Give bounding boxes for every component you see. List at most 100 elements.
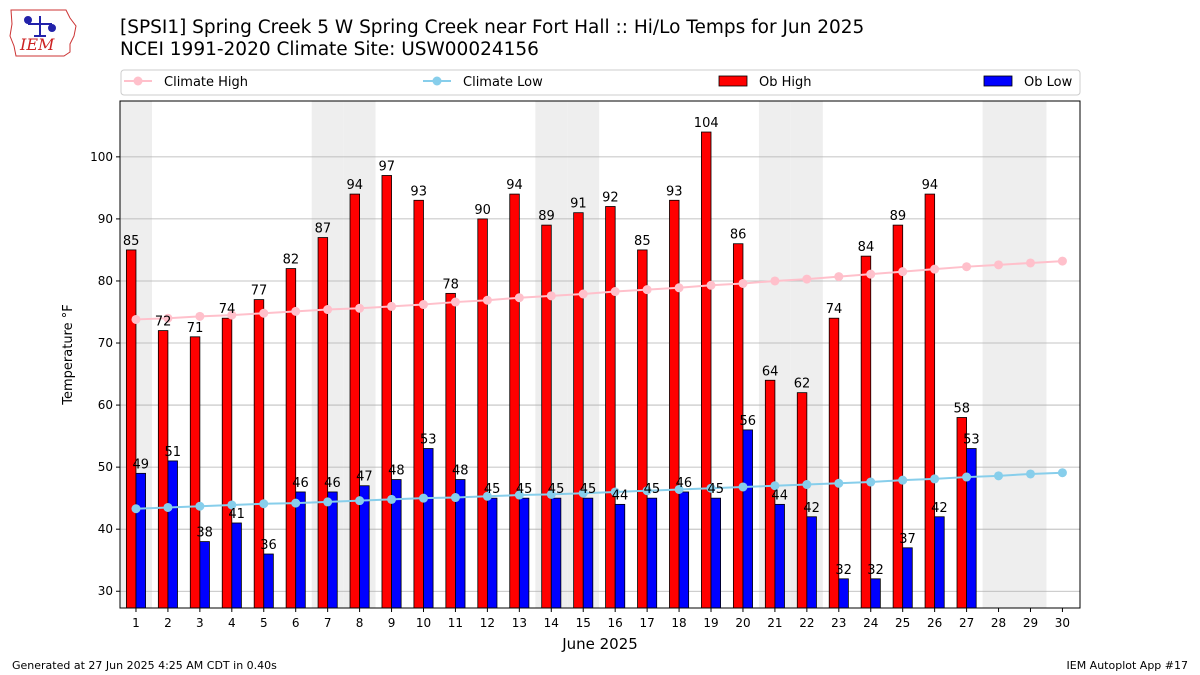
climate-high-point-17 — [642, 285, 652, 295]
ob-high-bar-5 — [253, 299, 265, 609]
climate-high-point-21 — [770, 276, 780, 286]
climate-high-point-16 — [610, 287, 620, 297]
climate-high-point-12 — [482, 295, 492, 305]
ob-high-bar-12 — [477, 218, 488, 609]
legend-box — [120, 69, 1081, 96]
x-tick-label-3: 3 — [196, 616, 204, 630]
climate-high-point-6 — [291, 306, 301, 316]
ob-low-bar-27 — [966, 448, 977, 609]
ob-high-label-23: 74 — [826, 302, 843, 317]
x-tick-label-24: 24 — [863, 616, 878, 630]
climate-low-point-23 — [834, 478, 844, 488]
ob-high-label-10: 93 — [410, 184, 427, 199]
ob-high-label-26: 94 — [922, 178, 939, 193]
x-tick-label-26: 26 — [927, 616, 942, 630]
ob-high-label-7: 87 — [315, 222, 332, 237]
x-tick-label-12: 12 — [480, 616, 495, 630]
ob-low-label-5: 36 — [260, 538, 277, 553]
ob-low-label-9: 48 — [388, 464, 405, 479]
ob-low-label-27: 53 — [963, 433, 980, 448]
app-label: IEM Autoplot App #17 — [1066, 659, 1189, 672]
ob-high-bar-2 — [157, 330, 169, 609]
chart-subtitle: NCEI 1991-2020 Climate Site: USW00024156 — [120, 39, 539, 60]
y-tick-label-40: 40 — [98, 522, 113, 536]
climate-low-point-4 — [227, 500, 237, 510]
x-tick-label-9: 9 — [388, 616, 396, 630]
ob-low-bar-7 — [327, 491, 338, 609]
ob-low-label-25: 37 — [899, 532, 916, 547]
ob-high-bar-6 — [285, 268, 297, 609]
ob-high-bar-4 — [221, 317, 233, 609]
x-tick-label-22: 22 — [799, 616, 814, 630]
ob-low-label-4: 41 — [228, 507, 245, 522]
ob-high-label-5: 77 — [251, 284, 268, 299]
ob-high-bar-14 — [541, 224, 552, 609]
x-tick-label-15: 15 — [576, 616, 591, 630]
ob-high-label-25: 89 — [890, 209, 907, 224]
climate-high-point-10 — [418, 300, 428, 310]
climate-high-point-23 — [834, 272, 844, 282]
ob-high-bar-17 — [637, 249, 648, 609]
ob-low-bar-6 — [295, 491, 306, 609]
climate-high-point-27 — [962, 262, 972, 272]
x-tick-label-7: 7 — [324, 616, 332, 630]
x-tick-label-19: 19 — [703, 616, 718, 630]
ob-high-label-12: 90 — [474, 203, 491, 218]
ob-high-bar-3 — [189, 336, 201, 609]
climate-low-line — [135, 471, 1063, 510]
x-tick-label-30: 30 — [1055, 616, 1070, 630]
climate-low-point-3 — [195, 501, 205, 511]
ob-high-label-2: 72 — [155, 315, 172, 330]
ob-low-label-2: 51 — [164, 445, 181, 460]
y-tick-label-90: 90 — [98, 212, 113, 226]
x-tick-label-21: 21 — [767, 616, 782, 630]
ob-low-label-11: 48 — [452, 464, 469, 479]
ob-high-label-18: 93 — [666, 184, 683, 199]
ob-low-bar-22 — [806, 516, 817, 609]
y-axis-label: Temperature °F — [61, 304, 76, 405]
climate-low-point-17 — [642, 486, 652, 496]
climate-low-point-2 — [163, 502, 173, 512]
ob-low-label-1: 49 — [132, 457, 149, 472]
ob-low-bar-2 — [167, 460, 178, 609]
climate-high-point-13 — [514, 293, 524, 303]
climate-high-point-4 — [227, 310, 237, 320]
climate-low-point-8 — [355, 496, 365, 506]
climate-high-point-26 — [930, 264, 940, 274]
ob-high-label-1: 85 — [123, 234, 140, 249]
x-tick-label-23: 23 — [831, 616, 846, 630]
ob-low-bar-10 — [423, 448, 434, 609]
climate-high-point-8 — [355, 303, 365, 313]
x-tick-label-17: 17 — [639, 616, 654, 630]
ob-low-bar-1 — [135, 472, 146, 609]
iem-logo: IEM — [9, 9, 77, 57]
x-axis: 1 2 3 4 5 6 7 8 9 10 11 12 13 14 15 16 17 18 19 20 21 22 23 24 2… — [132, 608, 1070, 630]
ob-low-bar-15 — [582, 497, 594, 609]
climate-low-point-7 — [323, 497, 333, 507]
x-tick-label-11: 11 — [448, 616, 463, 630]
ob-low-label-23: 32 — [835, 563, 852, 578]
x-tick-label-6: 6 — [292, 616, 300, 630]
climate-low-point-27 — [962, 472, 972, 482]
ob-low-bar-23 — [838, 578, 849, 609]
ob-high-bar-9 — [381, 175, 392, 609]
climate-low-point-5 — [259, 499, 269, 509]
iowa-outline-icon — [9, 9, 77, 57]
x-tick-label-28: 28 — [991, 616, 1006, 630]
ob-high-bar-13 — [509, 193, 520, 609]
climate-high-point-19 — [706, 280, 716, 290]
climate-high-point-25 — [898, 267, 908, 277]
x-tick-label-10: 10 — [416, 616, 431, 630]
ob-low-legend-label: Ob Low — [1024, 75, 1073, 90]
ob-low-label-18: 46 — [676, 476, 693, 491]
ob-low-label-10: 53 — [420, 433, 437, 448]
y-tick-label-30: 30 — [98, 584, 113, 598]
ob-low-bar-5 — [263, 553, 274, 609]
x-tick-label-14: 14 — [544, 616, 559, 630]
climate-low-point-13 — [514, 490, 524, 500]
ob-high-label-9: 97 — [378, 159, 395, 174]
ob-high-label-27: 58 — [954, 401, 971, 416]
ob-high-label-20: 86 — [730, 228, 747, 243]
climate-high-point-22 — [802, 274, 812, 284]
